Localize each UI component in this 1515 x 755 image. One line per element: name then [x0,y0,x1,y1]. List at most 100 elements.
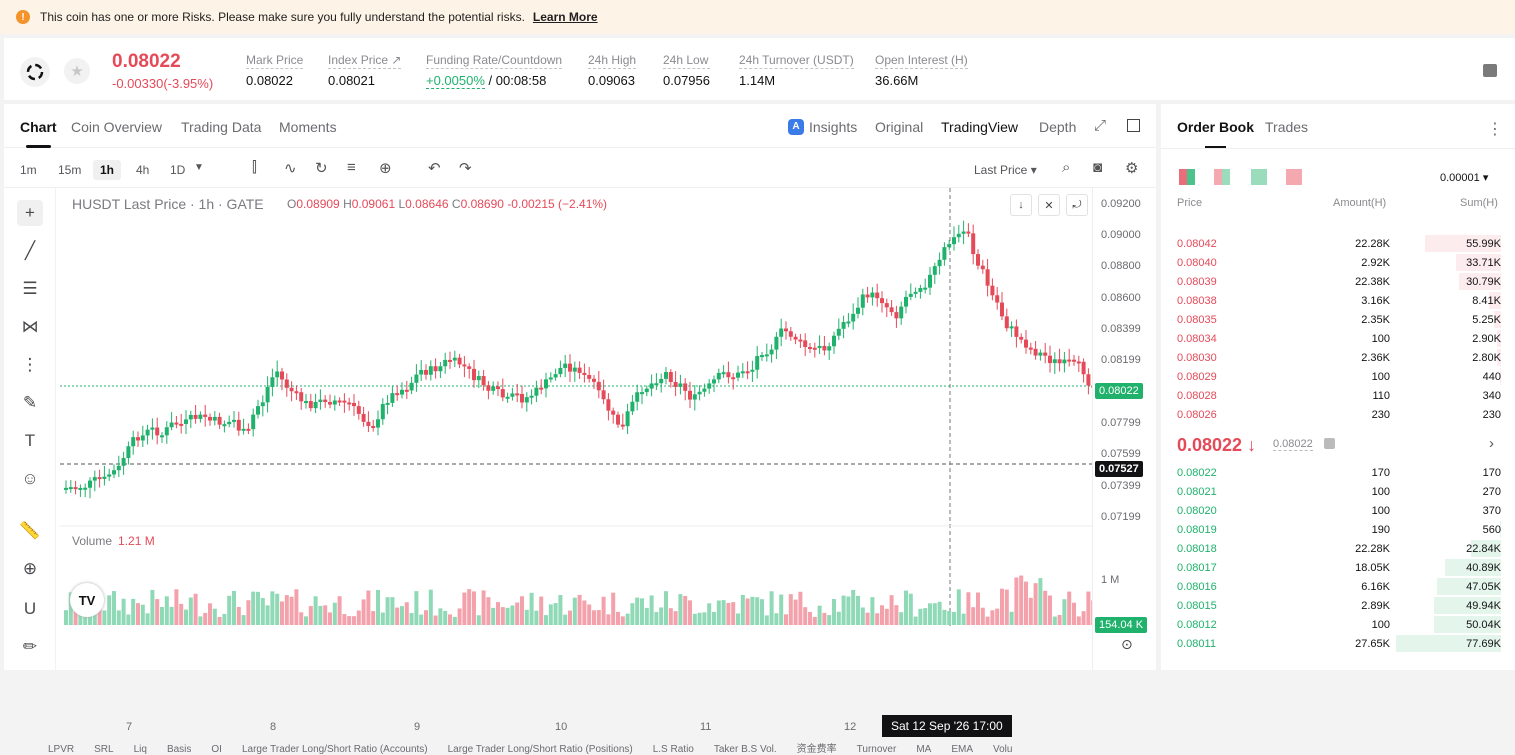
candle-type-icon[interactable]: ⫿ [252,159,257,176]
ask-row[interactable]: 0.08035 2.35K 5.25K [1161,310,1515,329]
ind-ma[interactable]: MA [916,744,932,755]
more-icon[interactable]: ⋮ [1487,121,1503,138]
tab-trades[interactable]: Trades [1265,119,1309,135]
ind-taker-vol[interactable]: Taker B.S Vol. [713,744,777,755]
candle-body [169,422,174,428]
chart-settings-icon[interactable]: ⊙ [1121,636,1133,652]
templates-icon[interactable]: ≡ [347,159,356,176]
row-price: 0.08017 [1177,562,1217,574]
pencil-icon[interactable]: ✏ [22,637,38,656]
ask-row[interactable]: 0.08034 100 2.90K [1161,329,1515,348]
bid-row[interactable]: 0.08016 6.16K 47.05K [1161,577,1515,596]
tab-trading-data[interactable]: Trading Data [181,119,262,135]
bid-row[interactable]: 0.08021 100 270 [1161,482,1515,501]
volume-bar [299,612,304,625]
bid-row[interactable]: 0.08011 27.65K 77.69K [1161,634,1515,653]
ruler-icon[interactable]: 📏 [19,521,41,540]
layout-both-icon[interactable] [1179,169,1195,185]
replay-icon[interactable]: ↻ [315,160,328,177]
interval-dropdown-icon[interactable]: ▼ [194,162,204,173]
ind-ls-ratio[interactable]: L.S Ratio [652,744,694,755]
fit-icon[interactable]: ⤾ [1066,194,1088,216]
layout-split-icon[interactable] [1214,169,1230,185]
candle-body [678,383,683,387]
bid-row[interactable]: 0.08017 18.05K 40.89K [1161,558,1515,577]
tab-coin-overview[interactable]: Coin Overview [71,119,163,135]
bid-row[interactable]: 0.08019 190 560 [1161,520,1515,539]
interval-1m[interactable]: 1m [20,163,37,177]
learn-more-link[interactable]: Learn More [532,10,598,24]
ind-oi[interactable]: OI [211,744,222,755]
fib-icon[interactable]: ☰ [22,279,38,298]
precision-select[interactable]: 0.00001 ▾ [1440,172,1489,184]
ask-row[interactable]: 0.08026 230 230 [1161,405,1515,424]
ind-liq[interactable]: Liq [133,744,147,755]
tab-moments[interactable]: Moments [279,119,337,135]
search-icon[interactable]: ⌕ [1062,159,1071,176]
ask-row[interactable]: 0.08029 100 440 [1161,367,1515,386]
layout-bids-icon[interactable] [1251,169,1267,185]
ind-ls-positions[interactable]: Large Trader Long/Short Ratio (Positions… [447,744,633,755]
text-tool-icon[interactable]: T [24,431,36,450]
chevron-right-icon[interactable]: › [1489,435,1494,452]
redo-icon[interactable]: ↷ [459,160,472,177]
bid-row[interactable]: 0.08015 2.89K 49.94K [1161,596,1515,615]
interval-1h[interactable]: 1h [93,160,122,180]
indicators-icon[interactable]: ∿ [284,160,297,177]
ask-row[interactable]: 0.08030 2.36K 2.80K [1161,348,1515,367]
ind-lpvr[interactable]: LPVR [48,744,75,755]
pattern-icon[interactable]: ⋈ [21,317,39,336]
favorite-star-icon[interactable]: ★ [64,58,90,84]
collapse-icon[interactable]: ✕ [1038,194,1060,216]
volume-bar [721,600,726,625]
undo-icon[interactable]: ↶ [428,160,441,177]
ask-row[interactable]: 0.08039 22.38K 30.79K [1161,272,1515,291]
price-type-select[interactable]: Last Price ▾ [974,163,1037,177]
emoji-icon[interactable]: ☺ [21,469,39,488]
ind-ema[interactable]: EMA [951,744,973,755]
ind-srl[interactable]: SRL [94,744,114,755]
magnet-icon[interactable]: U [23,599,37,618]
row-amount: 230 [1371,409,1390,421]
candle-body [923,287,928,290]
crosshair-icon[interactable]: + [17,200,43,226]
tab-tradingview[interactable]: TradingView [941,119,1019,135]
book-icon[interactable] [1483,64,1497,77]
tab-order-book[interactable]: Order Book [1177,119,1255,149]
insights-button[interactable]: A Insights [788,119,857,135]
ask-row[interactable]: 0.08028 110 340 [1161,386,1515,405]
trendline-icon[interactable]: ╱ [24,241,36,260]
interval-15m[interactable]: 15m [58,163,82,177]
window-icon[interactable] [1127,119,1140,132]
tab-depth[interactable]: Depth [1039,119,1077,135]
tab-original[interactable]: Original [875,119,924,135]
bid-row[interactable]: 0.08022 170 170 [1161,463,1515,482]
interval-4h[interactable]: 4h [136,163,150,177]
bid-row[interactable]: 0.08018 22.28K 22.84K [1161,539,1515,558]
indicator-bar: LPVR SRL Liq Basis OI Large Trader Long/Short… [48,740,1032,755]
interval-1d[interactable]: 1D [170,163,186,177]
camera-icon[interactable]: ◙ [1093,159,1103,176]
zoom-in-icon[interactable]: ⊕ [22,559,38,578]
brush-icon[interactable]: ✎ [22,393,38,412]
row-amount: 2.36K [1361,352,1390,364]
ind-turnover[interactable]: Turnover [856,744,897,755]
ask-row[interactable]: 0.08038 3.16K 8.41K [1161,291,1515,310]
arrow-down-icon[interactable]: ↓ [1010,194,1032,216]
ind-basis[interactable]: Basis [166,744,192,755]
index-price-stat[interactable]: Index Price ↗ 0.08021 [328,53,402,88]
layout-asks-icon[interactable] [1286,169,1302,185]
ind-funding[interactable]: 资金费率 [796,744,837,755]
ind-volume[interactable]: Volu [993,744,1013,755]
ask-row[interactable]: 0.08042 22.28K 55.99K [1161,234,1515,253]
add-icon[interactable]: ⊕ [379,160,392,177]
bid-row[interactable]: 0.08012 100 50.04K [1161,615,1515,634]
bid-row[interactable]: 0.08020 100 370 [1161,501,1515,520]
settings-gear-icon[interactable]: ⚙ [1125,160,1139,177]
price-chart[interactable]: HUSDT Last Price · 1h · GATE O0.08909 H0… [48,188,1100,755]
ask-row[interactable]: 0.08040 2.92K 33.71K [1161,253,1515,272]
projection-icon[interactable]: ⋮ [21,355,39,374]
ind-ls-accounts[interactable]: Large Trader Long/Short Ratio (Accounts) [241,744,428,755]
tab-chart[interactable]: Chart [20,119,57,148]
expand-icon[interactable]: ⤢ [1094,117,1107,134]
